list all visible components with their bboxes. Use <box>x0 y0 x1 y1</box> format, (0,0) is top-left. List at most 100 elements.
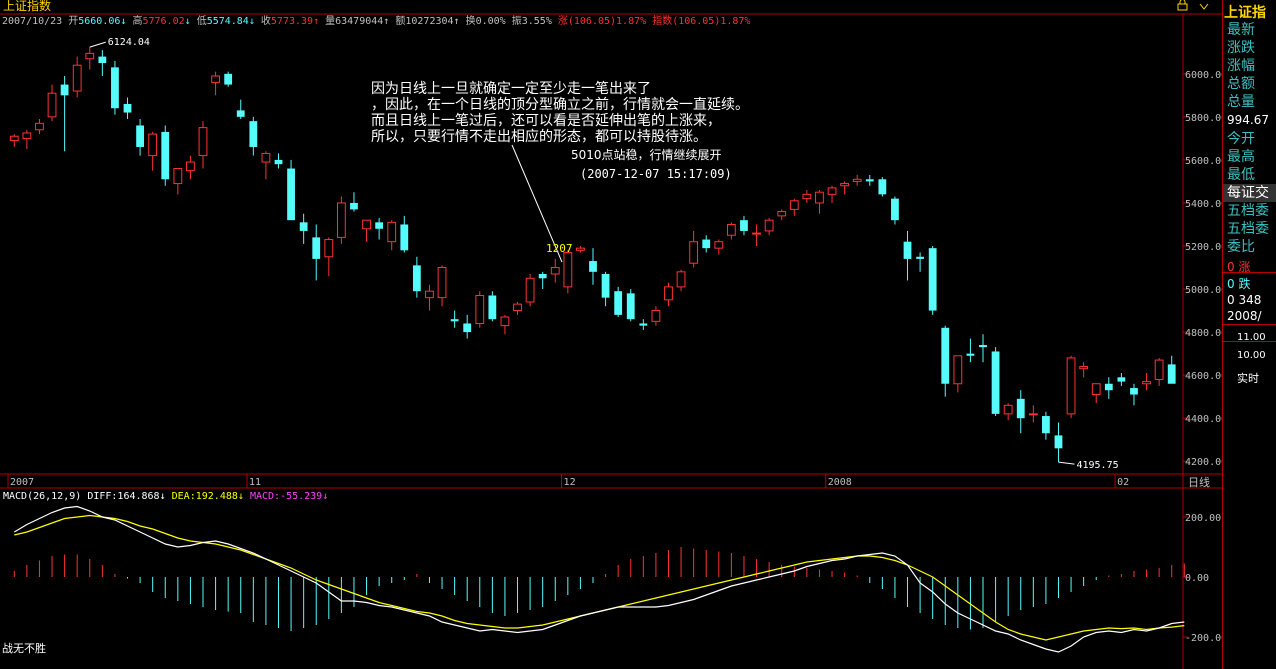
candle-body-down <box>98 56 107 64</box>
candle-body-down <box>450 319 459 322</box>
close-value: 5773.39 <box>271 16 313 27</box>
candle <box>261 151 271 180</box>
candle-body-up <box>676 271 686 288</box>
price-tick-label: 5000.00 <box>1185 285 1227 296</box>
candle <box>626 289 635 322</box>
period-label[interactable]: 日线 <box>1188 475 1210 489</box>
note-line-2: (2007-12-07 15:17:09) <box>580 167 732 181</box>
tab-order-ratio[interactable]: 委比 <box>1227 239 1255 255</box>
macd-tick-label: 200.00 <box>1185 513 1221 524</box>
candle <box>312 224 321 281</box>
candle-body-up <box>211 75 220 83</box>
tab-order-book-2[interactable]: 五档委 <box>1227 221 1269 237</box>
candle-body-down <box>966 353 975 356</box>
candle-body-up <box>815 191 824 204</box>
candle-body-down <box>614 291 623 315</box>
price-tick-label: 4400.00 <box>1185 414 1227 425</box>
candle <box>966 338 975 363</box>
candle <box>173 168 183 195</box>
candle-body-down <box>601 273 610 298</box>
price-tick-label: 6000.00 <box>1185 70 1227 81</box>
candle-body-down <box>740 220 748 231</box>
candle-body-down <box>1104 383 1113 391</box>
macd-label: MACD: <box>250 491 280 502</box>
candle <box>1054 422 1063 463</box>
candle-body-up <box>22 132 32 139</box>
macd-tick-label: -200.00 <box>1185 633 1227 644</box>
low-arrow-icon: ↓ <box>249 16 255 27</box>
candle-body-up <box>525 277 535 303</box>
comment-line-3: 而且日线上一笔过后，还可以看是否延伸出笔的上涨来， <box>371 113 721 129</box>
macd-arrow-icon: ↓ <box>322 491 328 502</box>
candle-body-down <box>1054 435 1063 449</box>
candle <box>563 250 573 294</box>
candle-body-down <box>1167 364 1176 384</box>
candle <box>324 237 334 277</box>
candle-body-up <box>576 247 585 251</box>
diff-arrow-icon: ↓ <box>160 491 166 502</box>
date-tick-label: 02 <box>1117 477 1129 488</box>
volume-arrow-icon: ↑ <box>383 16 389 27</box>
sidebar-down-count: 0 跌 <box>1227 277 1251 291</box>
candle <box>1167 355 1176 384</box>
candle <box>9 134 19 147</box>
candle-body-up <box>336 202 346 238</box>
comment-line-4: 所以，只要行情不走出相应的形态，都可以持股待涨。 <box>371 128 707 145</box>
candle-body-down <box>538 273 547 279</box>
price-tick-label: 4800.00 <box>1185 328 1227 339</box>
tab-order-book-1[interactable]: 五档委 <box>1227 203 1269 219</box>
tab-exchange[interactable]: 每证交 <box>1223 184 1276 202</box>
candle <box>85 47 95 70</box>
candle-body-down <box>878 179 887 195</box>
date-tick-label: 11 <box>249 477 261 488</box>
candle <box>991 347 1000 417</box>
candle-body-down <box>375 222 384 229</box>
candle <box>287 159 295 221</box>
candle <box>802 190 812 203</box>
chevron-down-icon[interactable] <box>1199 3 1209 10</box>
candle <box>1028 405 1038 423</box>
candle <box>450 310 459 328</box>
candle-body-down <box>400 224 409 251</box>
candle-body-up <box>789 200 799 210</box>
candle <box>186 155 195 180</box>
candle <box>136 119 144 156</box>
candle-body-down <box>249 121 258 147</box>
candle <box>979 334 987 363</box>
dea-value: 192.488 <box>196 491 238 502</box>
comment-line-2: ，因此，在一个日线的顶分型确立之前，行情就会一直延续。 <box>371 96 749 113</box>
candle <box>576 246 585 253</box>
candle-body-down <box>111 67 119 109</box>
candle <box>525 273 535 307</box>
candle-body-up <box>1003 404 1013 415</box>
sidebar-volume-value: 994.67 <box>1227 113 1269 127</box>
sidebar-realtime[interactable]: 实时 <box>1237 372 1259 385</box>
candle-body-up <box>726 223 736 236</box>
candle <box>425 284 434 311</box>
price-tick-label: 4200.00 <box>1185 457 1227 468</box>
candle-body-down <box>136 125 144 147</box>
footer-text: 战无不胜 <box>2 641 46 655</box>
candle-body-down <box>941 327 950 384</box>
candle-body-up <box>324 239 334 258</box>
lock-icon[interactable] <box>1177 0 1188 11</box>
sidebar-vol-tick-2: 10.00 <box>1237 350 1266 361</box>
candle-body-up <box>173 168 183 185</box>
candle-body-down <box>60 84 69 96</box>
sidebar-label-change: 涨跌 <box>1227 40 1255 56</box>
candle <box>387 220 397 251</box>
candle-body-up <box>261 152 271 163</box>
candle <box>1154 357 1164 386</box>
comment-annotation: 因为日线上一旦就确定一定至少走一笔出来了 ，因此，在一个日线的顶分型确立之前，行… <box>371 81 749 263</box>
candle <box>1066 355 1076 419</box>
candle-body-down <box>224 73 233 85</box>
candle <box>22 129 32 150</box>
candle <box>249 116 258 156</box>
price-tick-label: 5400.00 <box>1185 199 1227 210</box>
candle-body-up <box>1142 381 1151 385</box>
candle <box>475 291 485 328</box>
price-tick-label: 5600.00 <box>1185 156 1227 167</box>
candle <box>47 84 57 122</box>
sidebar-label-open: 今开 <box>1227 131 1255 147</box>
